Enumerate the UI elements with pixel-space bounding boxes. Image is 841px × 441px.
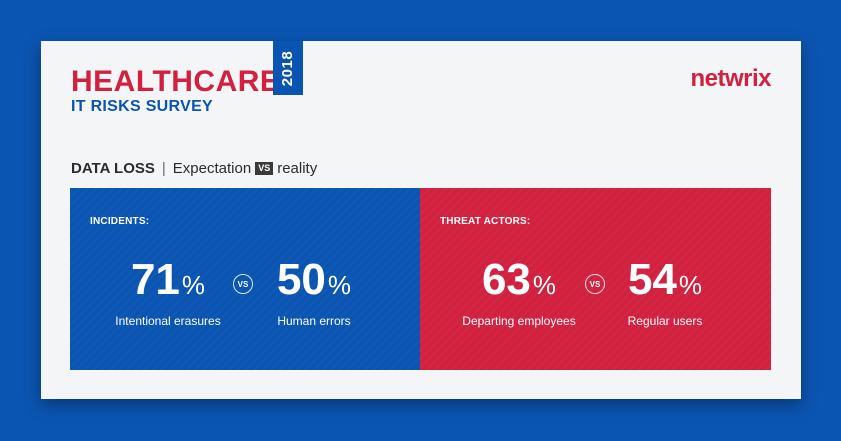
stat-intentional-erasures: 71% Intentional erasures [103,255,233,329]
survey-subtitle: IT RISKS SURVEY [71,98,214,115]
stat-value: 54% [627,255,703,304]
threat-actors-panel: THREAT ACTORS: 63% Departing employees V… [420,188,771,370]
section-right-label: reality [277,160,318,177]
stat-regular-users: 54% Regular users [600,255,730,329]
survey-title: HEALTHCARE [71,65,281,98]
incidents-vs-icon: VS [233,274,253,294]
section-left-label: Expectation [172,160,252,177]
section-vs-badge: VS [255,162,274,175]
netwrix-logo: netwrix [690,65,771,92]
year-text: 2018 [279,50,297,86]
stat-caption: Departing employees [462,314,576,328]
threat-actors-vs-icon: VS [585,274,605,294]
section-heading: DATA LOSS | Expectation VS reality [71,161,317,176]
stat-human-errors: 50% Human errors [249,255,379,329]
incidents-panel: INCIDENTS: 71% Intentional erasures VS 5… [70,188,420,370]
stat-value: 50% [276,255,352,304]
section-separator: | [161,160,166,177]
stat-value: 71% [130,255,206,304]
threat-actors-label: THREAT ACTORS: [440,216,531,227]
incidents-label: INCIDENTS: [90,216,150,227]
stat-value: 63% [481,255,557,304]
survey-card: HEALTHCARE IT RISKS SURVEY 2018 netwrix … [41,41,801,399]
year-badge: 2018 [273,41,303,95]
stat-caption: Human errors [277,314,351,328]
stat-caption: Intentional erasures [115,314,221,328]
stat-departing-employees: 63% Departing employees [454,255,584,329]
section-title: DATA LOSS [71,160,155,177]
stat-caption: Regular users [627,314,703,328]
